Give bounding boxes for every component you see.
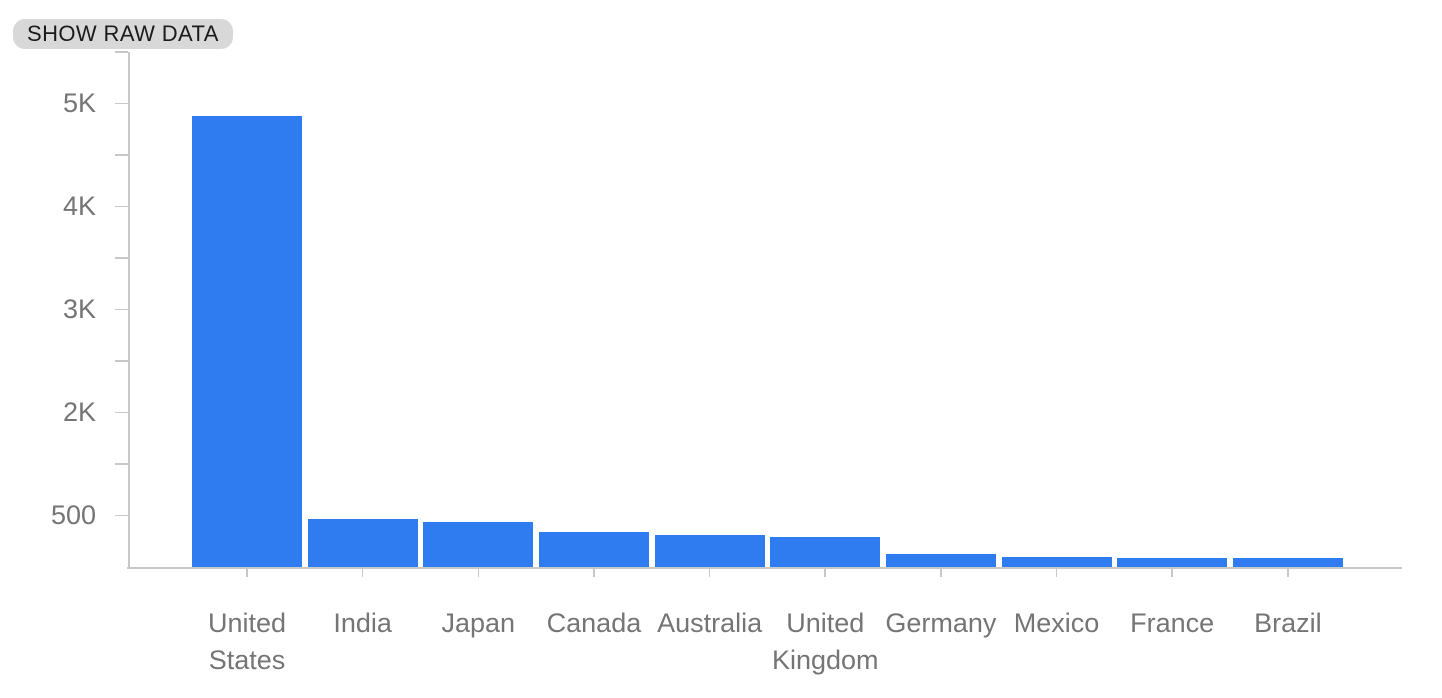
- bar-mexico[interactable]: [1001, 557, 1112, 567]
- x-axis-tick: [708, 569, 711, 577]
- x-tick-label-australia: Australia: [657, 608, 763, 638]
- x-tick-label-mexico: Mexico: [1013, 608, 1100, 638]
- x-tick-label-india: India: [333, 608, 392, 638]
- x-tick-label-united-states: United States: [207, 608, 287, 675]
- x-axis-tick: [824, 569, 827, 577]
- y-tick-label-5k: 5K: [62, 88, 96, 118]
- y-tick-label-500: 500: [50, 500, 96, 530]
- y-axis-tick: [115, 51, 129, 53]
- x-tick-label-canada: Canada: [546, 608, 642, 638]
- y-tick-label-4k: 4K: [62, 191, 96, 221]
- x-axis-line: [127, 567, 1402, 569]
- x-tick-label-united-kingdom: United Kingdom: [771, 608, 879, 675]
- bar-united-states[interactable]: [192, 115, 302, 567]
- y-axis-tick: [115, 102, 129, 105]
- bar-germany[interactable]: [885, 554, 996, 567]
- x-axis-tick: [593, 569, 595, 577]
- y-axis-tick: [115, 463, 129, 465]
- x-axis-tick: [361, 569, 364, 577]
- y-axis-tick: [115, 154, 129, 156]
- x-tick-label-germany: Germany: [885, 608, 997, 638]
- bar-india[interactable]: [307, 518, 418, 567]
- bar-australia[interactable]: [654, 534, 765, 567]
- x-axis-tick: [940, 569, 942, 577]
- y-tick-label-3k: 3K: [62, 294, 96, 324]
- y-axis-line: [128, 52, 130, 569]
- x-tick-label-brazil: Brazil: [1254, 608, 1322, 638]
- y-axis-tick: [115, 205, 129, 208]
- bar-france[interactable]: [1117, 557, 1228, 567]
- x-tick-label-france: France: [1130, 608, 1215, 638]
- show-raw-data-button[interactable]: SHOW RAW DATA: [13, 19, 233, 49]
- x-axis-tick: [477, 569, 480, 577]
- y-axis-tick: [115, 360, 129, 362]
- x-axis-tick: [246, 569, 248, 577]
- bar-japan[interactable]: [423, 521, 534, 567]
- y-axis-tick: [115, 514, 129, 517]
- y-tick-label-2k: 2K: [62, 397, 96, 427]
- y-axis-tick: [115, 257, 129, 259]
- x-axis-tick: [1055, 569, 1058, 577]
- bar-united-kingdom[interactable]: [770, 536, 881, 567]
- y-axis-tick: [115, 411, 129, 414]
- x-axis-tick: [1171, 569, 1173, 577]
- x-axis-tick: [1287, 569, 1289, 577]
- bar-canada[interactable]: [538, 532, 649, 567]
- x-tick-label-japan: Japan: [441, 608, 516, 638]
- y-axis-tick: [115, 308, 129, 311]
- bar-brazil[interactable]: [1232, 557, 1343, 567]
